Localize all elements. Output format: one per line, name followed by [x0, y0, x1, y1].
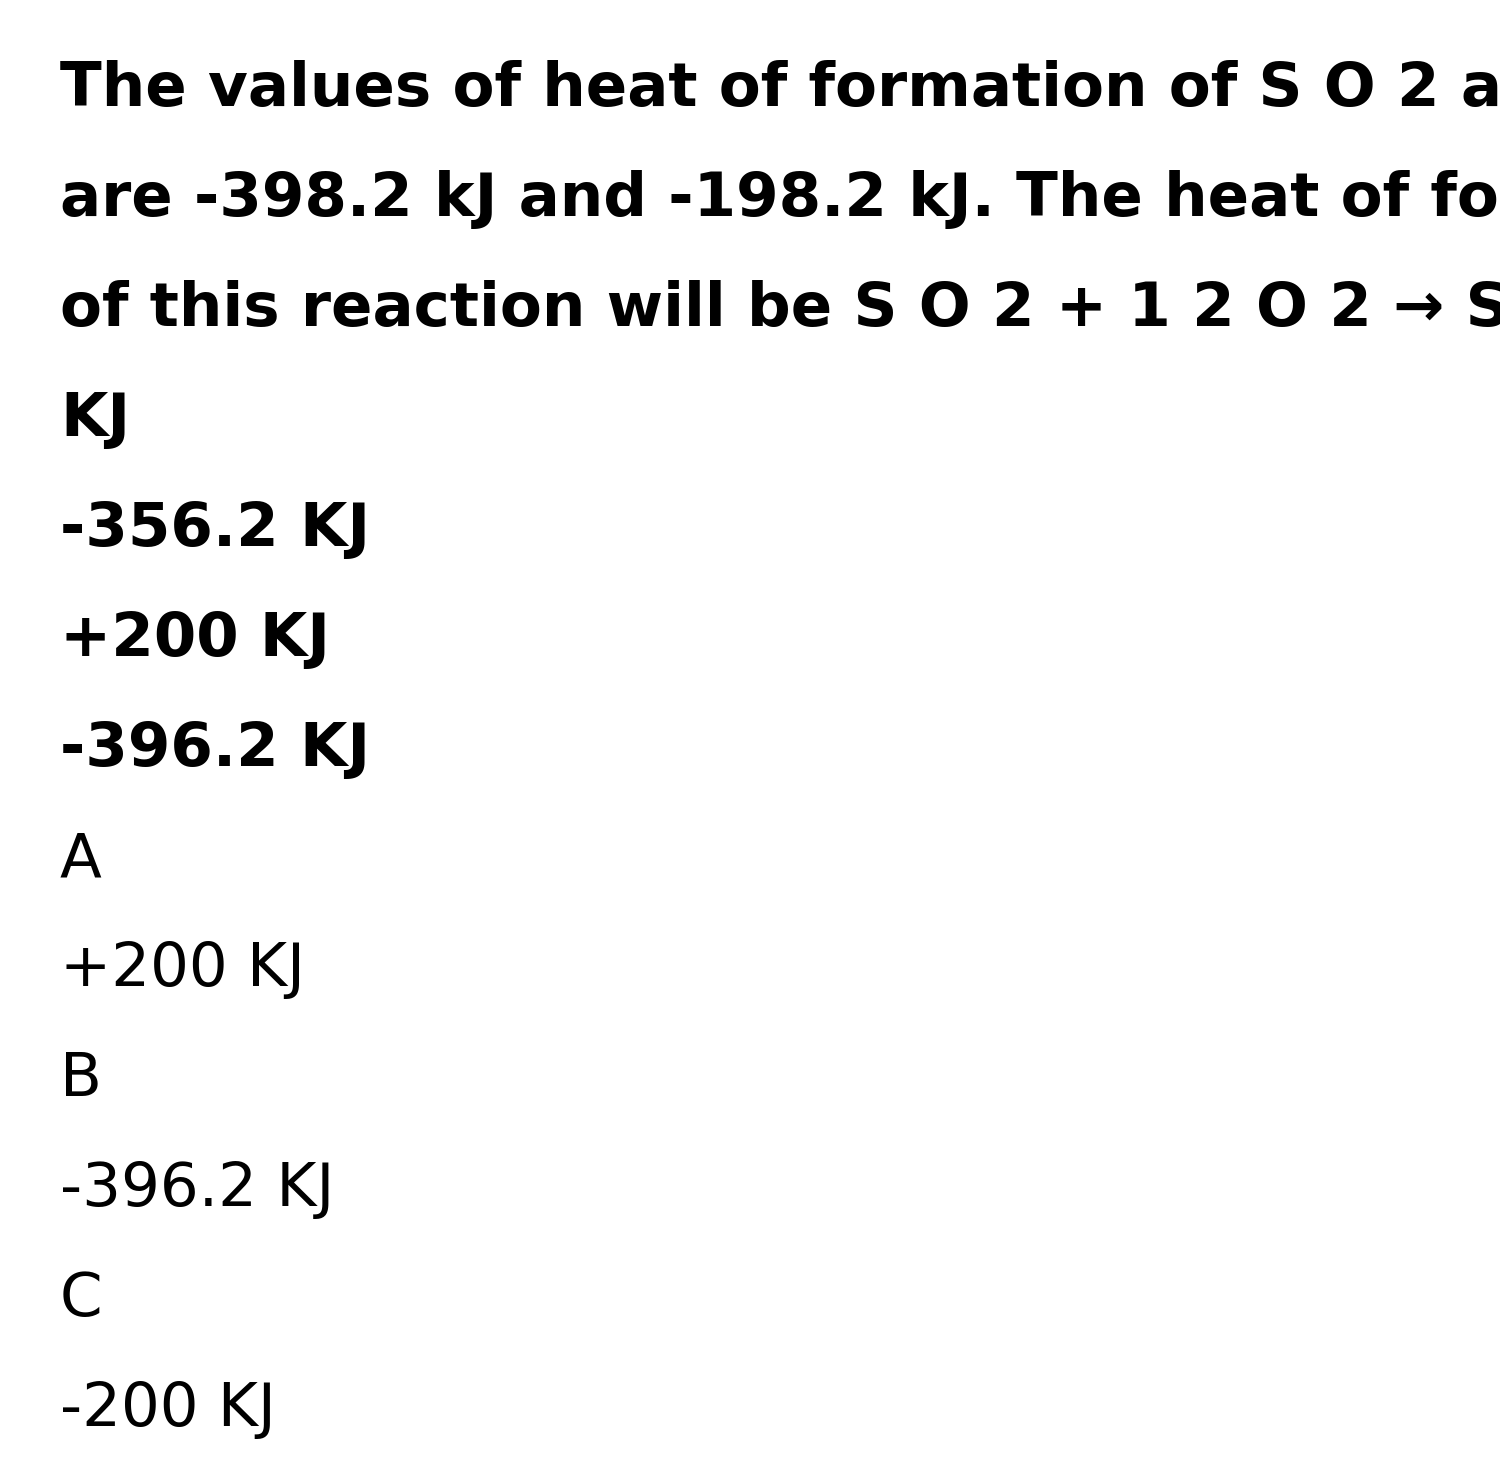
Text: B: B: [60, 1049, 102, 1109]
Text: -396.2 KJ: -396.2 KJ: [60, 719, 370, 778]
Text: +200 KJ: +200 KJ: [60, 610, 330, 669]
Text: KJ: KJ: [60, 391, 130, 448]
Text: -356.2 KJ: -356.2 KJ: [60, 500, 370, 559]
Text: +200 KJ: +200 KJ: [60, 940, 304, 999]
Text: A: A: [60, 830, 102, 889]
Text: are -398.2 kJ and -198.2 kJ. The heat of formation: are -398.2 kJ and -198.2 kJ. The heat of…: [60, 170, 1500, 229]
Text: C: C: [60, 1270, 102, 1329]
Text: The values of heat of formation of S O 2 and S O 3: The values of heat of formation of S O 2…: [60, 61, 1500, 118]
Text: -396.2 KJ: -396.2 KJ: [60, 1160, 334, 1220]
Text: -200 KJ: -200 KJ: [60, 1379, 276, 1439]
Text: of this reaction will be S O 2 + 1 2 O 2 → S O 3 .-200: of this reaction will be S O 2 + 1 2 O 2…: [60, 280, 1500, 339]
